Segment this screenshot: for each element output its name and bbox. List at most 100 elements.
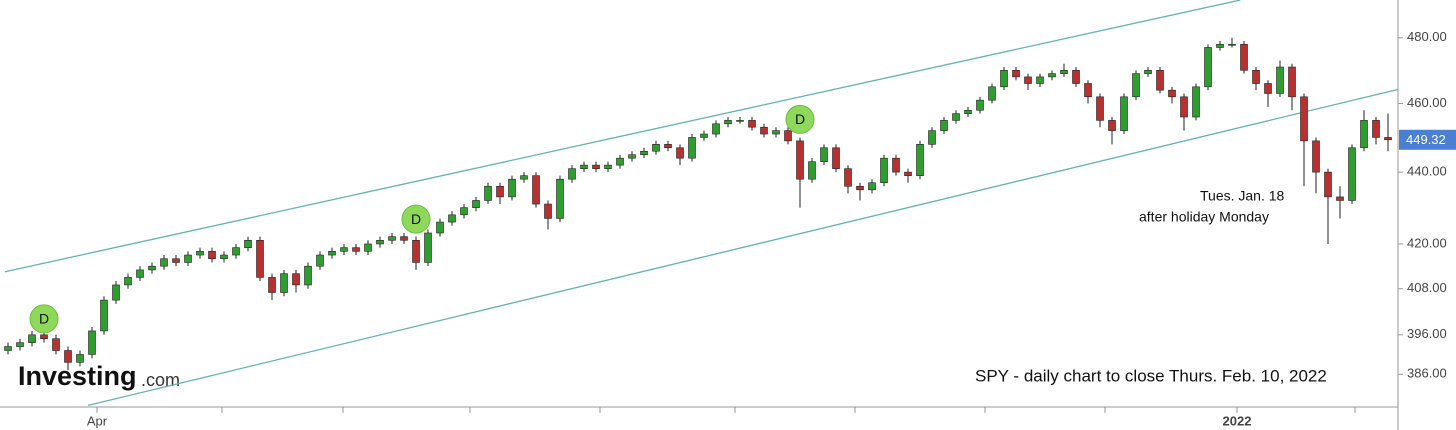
candle-body	[1360, 120, 1368, 149]
candle-body	[1384, 137, 1392, 141]
marker-label: D	[411, 211, 421, 227]
candle-body	[1264, 83, 1272, 94]
candle-body	[604, 164, 612, 169]
candle-body	[1312, 140, 1320, 173]
candle-body	[1192, 86, 1200, 118]
last-price-label: 449.32	[1406, 132, 1446, 147]
candle-body	[40, 334, 48, 340]
candle-body	[940, 120, 948, 131]
candle-body	[1024, 76, 1032, 84]
candle-body	[880, 157, 888, 184]
annotation: Tues. Jan. 18	[1200, 188, 1285, 204]
candle-body	[244, 239, 252, 248]
candle-body	[184, 254, 192, 263]
candle-body	[4, 346, 12, 351]
candle-body	[760, 126, 768, 135]
candle-body	[784, 130, 792, 142]
candle-body	[1288, 66, 1296, 98]
candle-body	[1228, 43, 1236, 46]
candle-body	[616, 157, 624, 166]
y-tick-label: 408.00	[1407, 280, 1447, 295]
candle-body	[148, 265, 156, 271]
candle-body	[1204, 47, 1212, 88]
candle-body	[64, 350, 72, 363]
candle-body	[16, 342, 24, 347]
candle-body	[844, 168, 852, 187]
candle-body	[160, 258, 168, 267]
candle-body	[1156, 70, 1164, 91]
candle-body	[28, 334, 36, 343]
candle-body	[1108, 120, 1116, 131]
candle-body	[388, 236, 396, 241]
candle-body	[1240, 43, 1248, 71]
candle-body	[952, 113, 960, 121]
candle-body	[964, 109, 972, 114]
candle-body	[532, 175, 540, 205]
candle-body	[400, 236, 408, 241]
candle-body	[304, 265, 312, 286]
candle-body	[1180, 96, 1188, 118]
candle-body	[328, 251, 336, 256]
candle-body	[52, 338, 60, 351]
candle-body	[88, 330, 96, 355]
marker-label: D	[795, 111, 805, 127]
trendline	[4, 0, 1241, 273]
candle-body	[1300, 96, 1308, 142]
candle-body	[1120, 96, 1128, 131]
dividend-marker	[401, 204, 431, 234]
candle-body	[172, 258, 180, 263]
candle-body	[76, 354, 84, 363]
candle-body	[568, 168, 576, 180]
candle-body	[580, 164, 588, 169]
candle-body	[1276, 66, 1284, 94]
candle-body	[904, 171, 912, 176]
candle-body	[736, 120, 744, 122]
candle-body	[772, 130, 780, 135]
dividend-marker	[785, 104, 815, 134]
candle-body	[796, 140, 804, 180]
candle-body	[1324, 171, 1332, 198]
candle-body	[472, 200, 480, 208]
candle-body	[592, 164, 600, 169]
candle-body	[748, 120, 756, 128]
candle-body	[1012, 70, 1020, 78]
candle-body	[676, 147, 684, 159]
candle-body	[640, 150, 648, 156]
candle-body	[856, 185, 864, 191]
x-tick-label: 2022	[1223, 413, 1252, 428]
candle-body	[508, 178, 516, 198]
candle-body	[1372, 120, 1380, 138]
candle-body	[340, 247, 348, 252]
candle-body	[724, 120, 732, 125]
y-tick-label: 440.00	[1407, 164, 1447, 179]
candle-body	[364, 243, 372, 252]
candle-body	[1348, 147, 1356, 201]
candle-body	[448, 214, 456, 223]
candle-body	[376, 239, 384, 245]
candle-body	[868, 182, 876, 191]
trendline	[87, 88, 1398, 407]
candle-body	[1036, 76, 1044, 84]
candle-body	[1144, 70, 1152, 74]
candle-body	[268, 277, 276, 293]
candle-body	[124, 277, 132, 286]
candle-body	[892, 157, 900, 173]
candle-body	[1084, 83, 1092, 98]
candle-body	[136, 269, 144, 278]
candle-body	[1072, 70, 1080, 84]
candle-body	[652, 144, 660, 152]
candle-body	[220, 254, 228, 260]
candle-body	[424, 232, 432, 263]
last-price-box	[1399, 129, 1456, 150]
logo-suffix: .com	[141, 370, 180, 390]
y-tick-label: 420.00	[1407, 235, 1447, 250]
candle-body	[280, 273, 288, 293]
marker-label: D	[39, 311, 49, 327]
logo-brand: Investing	[18, 361, 137, 391]
candle-body	[436, 221, 444, 234]
candle-body	[1096, 96, 1104, 121]
candle-body	[460, 207, 468, 216]
candle-body	[196, 251, 204, 256]
